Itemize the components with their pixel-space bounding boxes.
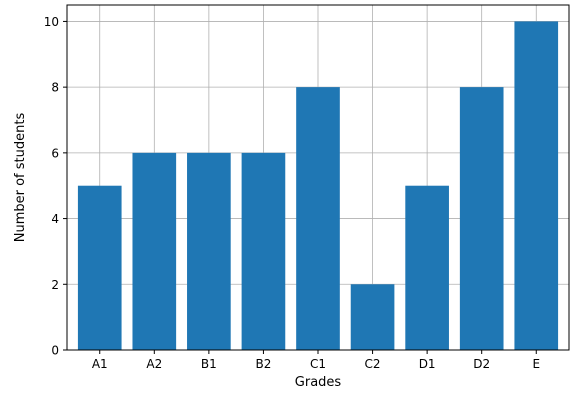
y-tick-label: 2 bbox=[51, 278, 59, 292]
y-tick-label: 0 bbox=[51, 344, 59, 358]
bar-e bbox=[514, 21, 558, 350]
bar-b1 bbox=[187, 153, 231, 350]
y-tick-label: 4 bbox=[51, 212, 59, 226]
y-axis-label: Number of students bbox=[13, 113, 28, 243]
x-tick-label: D1 bbox=[419, 357, 436, 371]
x-tick-label: C1 bbox=[310, 357, 326, 371]
x-tick-label: C2 bbox=[365, 357, 381, 371]
x-axis: A1 A2 B1 B2 C1 C2 D1 D2 E bbox=[92, 350, 540, 371]
x-tick-label: B2 bbox=[255, 357, 271, 371]
x-tick-label: D2 bbox=[473, 357, 490, 371]
x-tick-label: E bbox=[532, 357, 540, 371]
x-axis-label: Grades bbox=[295, 375, 342, 390]
bar-d1 bbox=[405, 186, 449, 350]
bar-a1 bbox=[78, 186, 122, 350]
x-tick-label: A2 bbox=[146, 357, 162, 371]
x-tick-label: A1 bbox=[92, 357, 108, 371]
bar-a2 bbox=[132, 153, 176, 350]
y-tick-label: 10 bbox=[44, 15, 59, 29]
y-tick-label: 6 bbox=[51, 146, 59, 160]
y-tick-label: 8 bbox=[51, 81, 59, 95]
x-tick-label: B1 bbox=[201, 357, 217, 371]
bar-c2 bbox=[351, 284, 395, 350]
bar-c1 bbox=[296, 87, 340, 350]
bar-b2 bbox=[242, 153, 286, 350]
y-axis: 0 2 4 6 8 10 bbox=[44, 15, 67, 358]
bar-d2 bbox=[460, 87, 504, 350]
